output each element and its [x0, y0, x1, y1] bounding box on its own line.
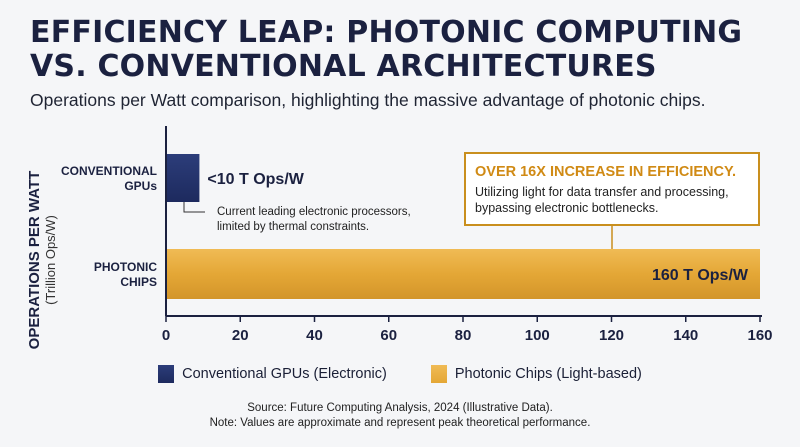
chart-title-line-1: EFFICIENCY LEAP: PHOTONIC COMPUTING [30, 15, 743, 50]
bar-chart: CONVENTIONAL GPUs PHOTONIC CHIPS <10 T Ops/W… [61, 126, 773, 344]
chart-title: EFFICIENCY LEAP: PHOTONIC COMPUTING VS. … [30, 16, 790, 84]
x-tick-label-80: 80 [455, 327, 472, 344]
footer: Source: Future Computing Analysis, 2024 … [0, 401, 800, 431]
chart-title-line-2: VS. CONVENTIONAL ARCHITECTURES [30, 49, 657, 84]
legend-label-conventional: Conventional GPUs (Electronic) [182, 366, 387, 382]
x-tick-label-140: 140 [673, 327, 698, 344]
x-tick-label-160: 160 [747, 327, 772, 344]
bar-conventional-gpus [166, 154, 200, 202]
conventional-note: Current leading electronic processors, li… [217, 206, 411, 233]
legend-swatch-photonic [430, 365, 447, 383]
x-tick-label-20: 20 [232, 327, 249, 344]
x-tick-label-120: 120 [599, 327, 624, 344]
x-tick-label-100: 100 [525, 327, 550, 344]
callout-box [464, 152, 760, 226]
category-label-photonic: PHOTONIC CHIPS [94, 260, 157, 289]
legend-swatch-conventional [158, 365, 175, 383]
category-label-conventional: CONVENTIONAL GPUs [61, 164, 157, 193]
legend-label-photonic: Photonic Chips (Light-based) [454, 366, 642, 382]
footer-source: Source: Future Computing Analysis, 2024 … [247, 402, 553, 414]
callout-body: Utilizing light for data transfer and pr… [475, 185, 729, 215]
chart-subtitle: Operations per Watt comparison, highligh… [30, 90, 706, 110]
x-tick-label-0: 0 [162, 327, 170, 344]
conventional-note-leader [183, 202, 205, 213]
legend: Conventional GPUs (Electronic) Photonic … [0, 362, 800, 386]
footer-note: Note: Values are approximate and represe… [209, 417, 591, 429]
x-tick-label-60: 60 [380, 327, 397, 344]
legend-item-photonic: Photonic Chips (Light-based) [430, 362, 642, 386]
callout-title: OVER 16X INCREASE IN EFFICIENCY. [475, 164, 736, 180]
x-tick-label-40: 40 [306, 327, 323, 344]
data-label-conventional: <10 T Ops/W [207, 171, 304, 188]
data-label-photonic: 160 T Ops/W [652, 267, 749, 284]
legend-item-conventional: Conventional GPUs (Electronic) [158, 362, 387, 386]
bar-photonic-chips [166, 249, 760, 299]
